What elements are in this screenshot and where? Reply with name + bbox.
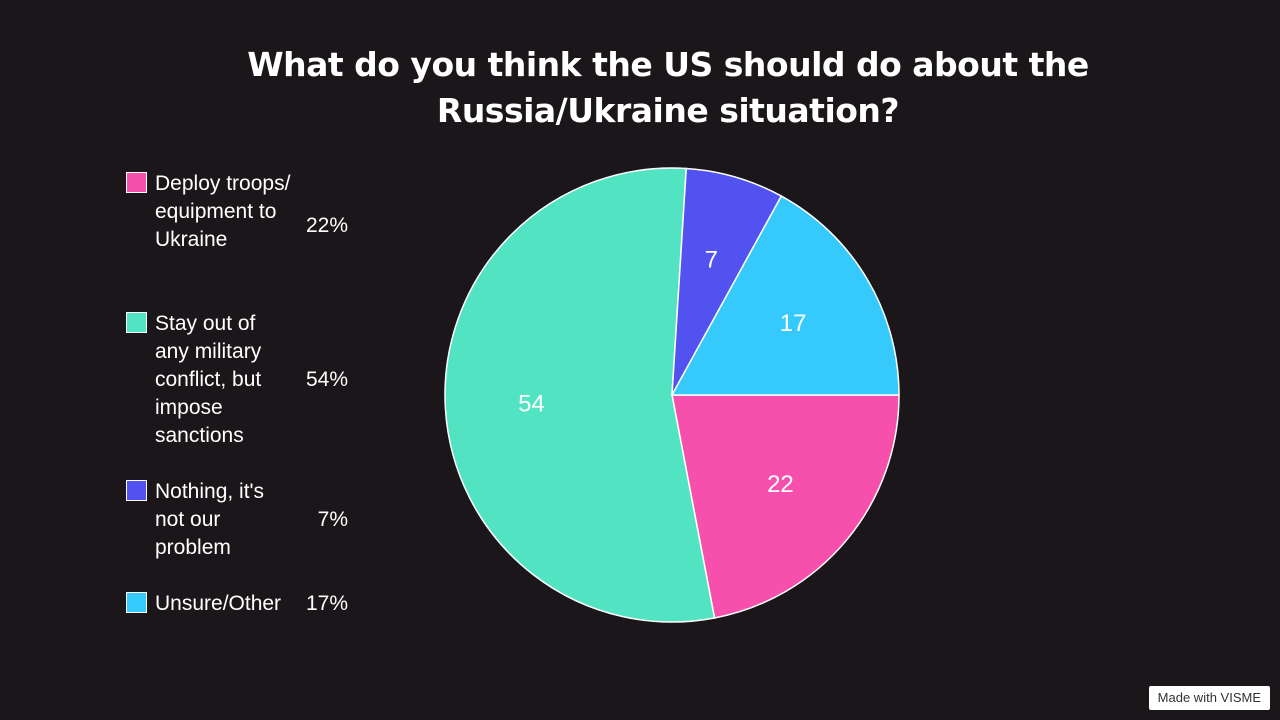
legend-label: Nothing, it's not our problem (155, 480, 265, 559)
legend-swatch-deploy-troops (126, 172, 147, 193)
legend-swatch-nothing (126, 480, 147, 501)
pie-slice-unsure (670, 195, 900, 396)
legend-percent: 7% (317, 508, 348, 531)
legend-item-stay-out: Stay out of any military conflict, but i… (126, 310, 356, 450)
legend-swatch-unsure (126, 592, 147, 613)
legend-label: Stay out of any military conflict, but i… (155, 312, 262, 447)
chart-title-line-2: Russia/Ukraine situation? (436, 91, 900, 130)
pie-slice-deploy-troops (671, 394, 900, 619)
legend-item-deploy-troops: Deploy troops/ equipment to Ukraine 22% (126, 170, 356, 282)
legend-percent: 22% (305, 214, 348, 237)
pie-slice-value-label: 7 (705, 246, 718, 273)
legend-percent: 54% (305, 368, 348, 391)
legend-item-unsure: Unsure/Other 17% (126, 590, 356, 618)
pie-slice-nothing (671, 167, 783, 396)
pie-slice-value-label: 54 (518, 390, 545, 417)
chart-title: What do you think the US should do about… (140, 42, 1196, 134)
legend-percent: 17% (305, 592, 348, 615)
made-with-visme-badge[interactable]: Made with VISME (1148, 686, 1270, 710)
legend-label: Unsure/Other (155, 592, 282, 615)
pie-slice-stay-out (444, 167, 716, 623)
legend-swatch-stay-out (126, 312, 147, 333)
legend-label: Deploy troops/ equipment to Ukraine (155, 172, 291, 251)
chart-title-line-1: What do you think the US should do about… (247, 45, 1089, 84)
legend-item-nothing: Nothing, it's not our problem 7% (126, 478, 356, 562)
pie-slice-value-label: 22 (767, 471, 794, 498)
pie-slice-value-label: 17 (780, 310, 807, 337)
